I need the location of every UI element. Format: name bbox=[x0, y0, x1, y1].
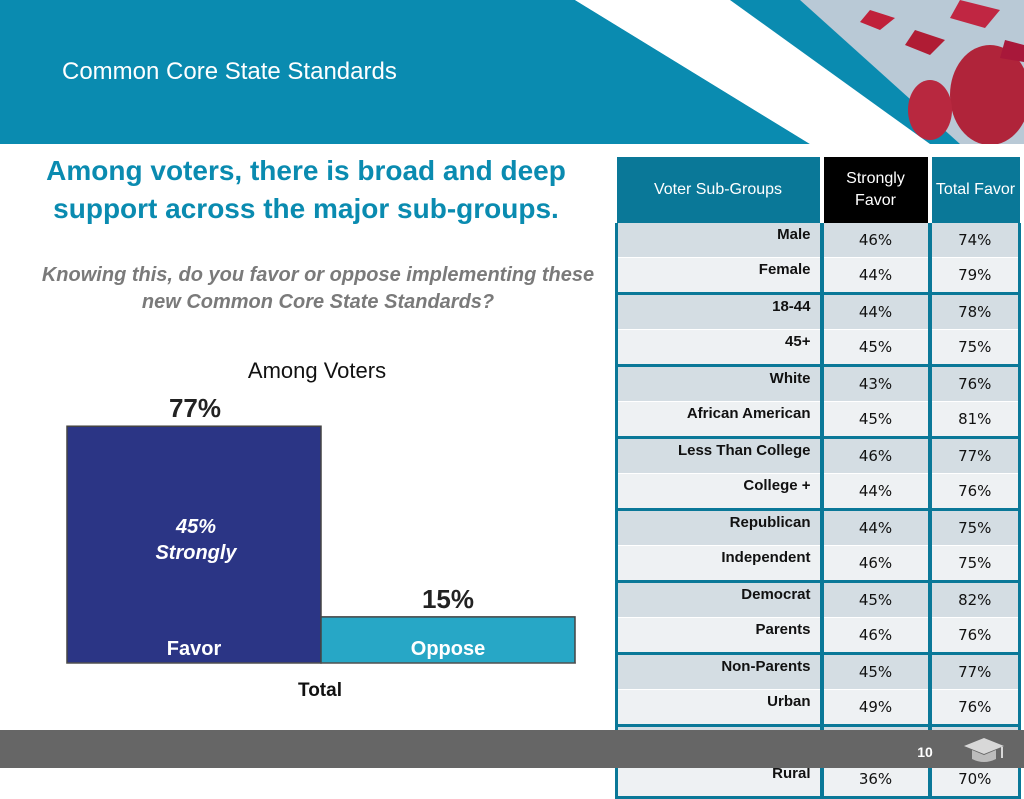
total-favor-cell: 75% bbox=[927, 508, 1021, 546]
subgroup-label: Male bbox=[615, 223, 822, 258]
survey-question: Knowing this, do you favor or oppose imp… bbox=[41, 264, 595, 313]
bar-oppose bbox=[320, 616, 576, 664]
total-favor-cell: 82% bbox=[927, 580, 1021, 618]
value-label-favor: 77% bbox=[169, 393, 221, 423]
graduation-cap-icon bbox=[964, 738, 1004, 762]
strongly-favor-cell: 44% bbox=[819, 473, 930, 510]
table-row: 45+ 45% 75% bbox=[615, 329, 1021, 366]
table-row: Less Than College 46% 77% bbox=[615, 436, 1021, 474]
table-row: African American 45% 81% bbox=[615, 401, 1021, 438]
strongly-favor-cell: 46% bbox=[819, 545, 930, 582]
total-favor-cell: 79% bbox=[927, 257, 1021, 294]
total-favor-cell: 74% bbox=[927, 223, 1021, 258]
x-axis-label: Total bbox=[298, 680, 342, 701]
subgroup-label: 18-44 bbox=[615, 292, 822, 330]
table-row: Parents 46% 76% bbox=[615, 617, 1021, 654]
strongly-favor-cell: 45% bbox=[819, 329, 930, 366]
headline: Among voters, there is broad and deep su… bbox=[46, 155, 566, 224]
strongly-favor-cell: 45% bbox=[819, 652, 930, 690]
table-row: Independent 46% 75% bbox=[615, 545, 1021, 582]
subgroup-label: Non-Parents bbox=[615, 652, 822, 690]
page-number: 10 bbox=[917, 744, 933, 760]
strongly-favor-cell: 46% bbox=[819, 436, 930, 474]
subgroup-label: Parents bbox=[615, 617, 822, 654]
total-favor-cell: 76% bbox=[927, 617, 1021, 654]
favor-oppose-chart: Among Voters 77% Favor 15% Oppose 45% Strongl… bbox=[66, 358, 576, 701]
strongly-favor-cell: 46% bbox=[819, 617, 930, 654]
header-graphic bbox=[0, 0, 1024, 144]
category-label-favor: Favor bbox=[167, 638, 222, 660]
header-total-favor: Total Favor bbox=[929, 157, 1020, 223]
total-favor-cell: 81% bbox=[927, 401, 1021, 438]
strongly-favor-label: 45% bbox=[175, 516, 216, 538]
subgroup-label: Less Than College bbox=[615, 436, 822, 474]
subgroup-label: African American bbox=[615, 401, 822, 438]
header-strongly-favor: Strongly Favor bbox=[819, 157, 932, 223]
graduation-photo bbox=[800, 0, 1024, 144]
table-row: White 43% 76% bbox=[615, 364, 1021, 402]
header-voter-subgroups: Voter Sub-Groups bbox=[616, 157, 822, 223]
total-favor-cell: 75% bbox=[927, 329, 1021, 366]
subgroup-label: Urban bbox=[615, 689, 822, 726]
total-favor-cell: 77% bbox=[927, 652, 1021, 690]
subgroup-label: Female bbox=[615, 257, 822, 294]
subgroup-table: Voter Sub-Groups Strongly Favor Total Fa… bbox=[615, 157, 1021, 799]
total-favor-cell: 78% bbox=[927, 292, 1021, 330]
chart-title: Among Voters bbox=[248, 358, 386, 383]
table-row: Democrat 45% 82% bbox=[615, 580, 1021, 618]
total-favor-cell: 76% bbox=[927, 689, 1021, 726]
table-row: Male 46% 74% bbox=[615, 223, 1021, 258]
strongly-favor-cell: 45% bbox=[819, 401, 930, 438]
total-favor-cell: 76% bbox=[927, 473, 1021, 510]
strongly-favor-cell: 44% bbox=[819, 292, 930, 330]
subgroup-label: 45+ bbox=[615, 329, 822, 366]
total-favor-cell: 75% bbox=[927, 545, 1021, 582]
value-label-oppose: 15% bbox=[422, 584, 474, 614]
total-favor-cell: 77% bbox=[927, 436, 1021, 474]
total-favor-cell: 76% bbox=[927, 364, 1021, 402]
bar-favor bbox=[66, 425, 322, 664]
strongly-favor-cell: 44% bbox=[819, 257, 930, 294]
header-banner bbox=[0, 0, 1024, 144]
strongly-favor-cell: 49% bbox=[819, 689, 930, 726]
category-label-oppose: Oppose bbox=[411, 638, 485, 660]
table-row: Republican 44% 75% bbox=[615, 508, 1021, 546]
strongly-favor-cell: 46% bbox=[819, 223, 930, 258]
table-row: Non-Parents 45% 77% bbox=[615, 652, 1021, 690]
slide-title: Common Core State Standards bbox=[62, 58, 397, 85]
footer-bar bbox=[0, 730, 1024, 768]
strongly-favor-cell: 44% bbox=[819, 508, 930, 546]
table-row: College +44% 76% bbox=[615, 473, 1021, 510]
subgroup-label: Republican bbox=[615, 508, 822, 546]
subgroup-label: White bbox=[615, 364, 822, 402]
table-row: Urban 49% 76% bbox=[615, 689, 1021, 726]
strongly-favor-cell: 43% bbox=[819, 364, 930, 402]
table-row: Female 44% 79% bbox=[615, 257, 1021, 294]
strongly-favor-label: Strongly bbox=[155, 542, 237, 564]
subgroup-label: Independent bbox=[615, 545, 822, 582]
subgroup-label: College + bbox=[615, 473, 822, 510]
table-row: 18-44 44% 78% bbox=[615, 292, 1021, 330]
subgroup-label: Democrat bbox=[615, 580, 822, 618]
strongly-favor-cell: 45% bbox=[819, 580, 930, 618]
